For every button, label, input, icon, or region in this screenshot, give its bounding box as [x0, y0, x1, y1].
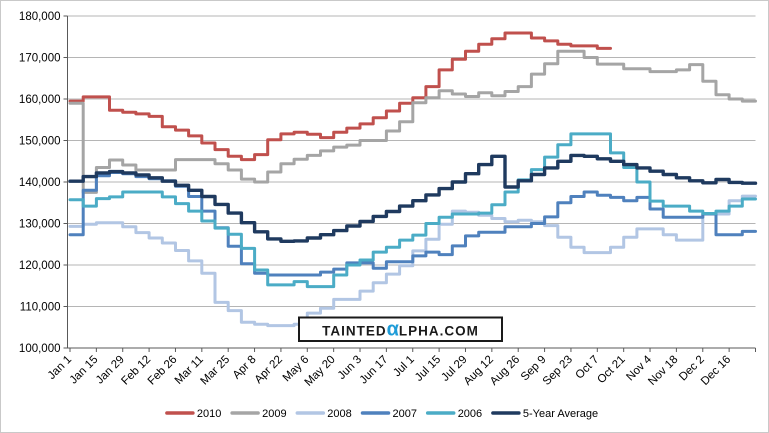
y-tick-label: 120,000: [19, 260, 61, 272]
watermark-box: [298, 316, 503, 342]
legend-item-2008: 2008: [295, 408, 352, 420]
watermark: TAINTEDαLPHA.COM: [298, 316, 503, 342]
legend: 2010 2009 2008 2007 2006 5-Year Average: [165, 408, 598, 420]
x-tick-label: Jun 17: [358, 354, 391, 387]
watermark-text: TAINTEDαLPHA.COM: [322, 319, 479, 341]
legend-item-2006: 2006: [425, 408, 482, 420]
y-tick-label: 160,000: [19, 94, 61, 106]
legend-label: 2007: [393, 408, 417, 420]
series-line-2006: [68, 132, 757, 289]
y-tick-label: 140,000: [19, 177, 61, 189]
x-tick-label: Jul 15: [413, 354, 443, 384]
legend-label: 2006: [458, 408, 482, 420]
x-tick-label: Dec 16: [699, 354, 733, 388]
y-tick-label: 110,000: [20, 302, 61, 314]
x-tick-label: Feb 26: [146, 354, 180, 388]
legend-label: 2009: [262, 408, 286, 420]
y-tick-label: 180,000: [19, 11, 61, 23]
series-line-2009: [68, 49, 757, 194]
series-line-2008: [68, 194, 757, 328]
legend-label: 5-Year Average: [523, 408, 598, 420]
legend-item-5-year-average: 5-Year Average: [491, 408, 598, 420]
legend-item-2007: 2007: [360, 408, 417, 420]
legend-label: 2008: [327, 408, 351, 420]
x-tick-label: Nov 18: [646, 354, 680, 388]
legend-label: 2010: [197, 408, 221, 420]
x-tick-label: Sep 23: [541, 354, 575, 388]
y-tick-label: 150,000: [19, 136, 61, 148]
series-line-5-year-average: [68, 153, 758, 243]
x-tick-label: Oct 21: [595, 354, 627, 386]
x-tick-label: Aug 26: [488, 354, 522, 388]
legend-item-2010: 2010: [165, 408, 221, 420]
y-tick-label: 100,000: [19, 343, 61, 355]
x-tick-label: Mar 25: [199, 354, 233, 388]
x-tick-label: Apr 22: [253, 354, 285, 386]
y-tick-label: 130,000: [19, 219, 61, 231]
series-line-2010: [68, 31, 612, 162]
x-tick-label: Jan 15: [68, 354, 101, 387]
y-tick-label: 170,000: [19, 53, 61, 65]
legend-item-2009: 2009: [230, 408, 287, 420]
